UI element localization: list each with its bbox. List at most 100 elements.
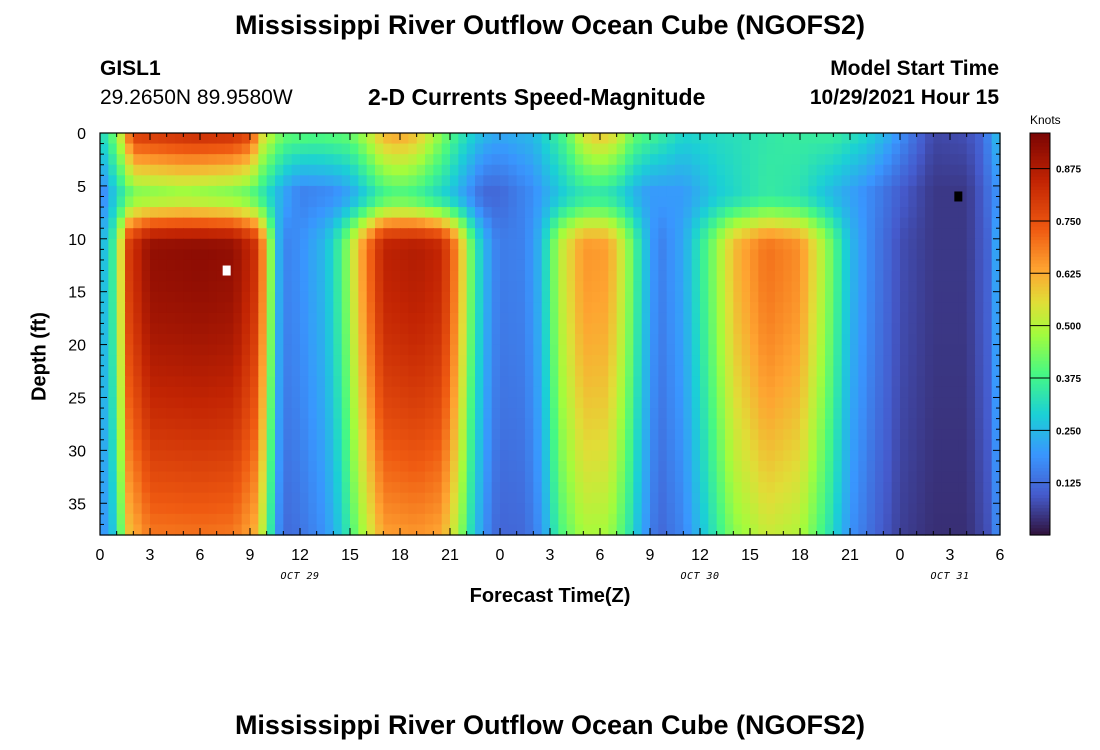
heatmap-cell (375, 503, 384, 515)
heatmap-cell (800, 133, 809, 145)
heatmap-cell (975, 418, 984, 430)
heatmap-cell (316, 259, 326, 272)
heatmap-cell (408, 154, 418, 166)
heatmap-cell (266, 460, 276, 473)
heatmap-cell (583, 471, 593, 483)
heatmap-cell (866, 207, 876, 219)
colorbar-swatch (1030, 360, 1050, 365)
heatmap-cell (733, 312, 743, 325)
heatmap-cell (733, 302, 743, 314)
heatmap-cell (133, 312, 143, 325)
heatmap-cell (883, 228, 893, 240)
heatmap-cell (108, 429, 118, 441)
heatmap-cell (291, 217, 301, 229)
colorbar-swatch (1030, 220, 1050, 225)
heatmap-cell (475, 376, 484, 388)
heatmap-cell (683, 238, 693, 250)
heatmap-cell (425, 397, 434, 409)
heatmap-cell (166, 492, 176, 504)
heatmap-cell (375, 418, 384, 430)
heatmap-cell (975, 323, 984, 335)
heatmap-cell (533, 429, 543, 441)
heatmap-cell (216, 386, 226, 399)
heatmap-cell (358, 291, 368, 303)
heatmap-cell (516, 164, 526, 176)
heatmap-cell (475, 143, 484, 155)
heatmap-cell (566, 471, 576, 483)
heatmap-cell (441, 164, 451, 176)
heatmap-cell (891, 175, 901, 187)
heatmap-cell (683, 291, 693, 303)
heatmap-cell (450, 228, 459, 240)
heatmap-cell (491, 429, 501, 441)
heatmap-cell (525, 418, 534, 430)
heatmap-cell (533, 196, 543, 208)
heatmap-cell (383, 323, 393, 335)
heatmap-cell (616, 154, 626, 166)
heatmap-cell (991, 175, 1001, 187)
heatmap-cell (266, 503, 276, 515)
heatmap-cell (400, 196, 409, 208)
heatmap-cell (616, 524, 626, 536)
heatmap-cell (725, 492, 734, 504)
heatmap-cell (583, 175, 593, 187)
heatmap-cell (600, 302, 609, 314)
heatmap-cell (416, 376, 426, 388)
heatmap-cell (258, 249, 268, 261)
heatmap-cell (400, 312, 409, 325)
heatmap-cell (400, 281, 409, 293)
heatmap-cell (241, 323, 251, 335)
heatmap-cell (391, 175, 401, 187)
heatmap-cell (258, 164, 268, 176)
heatmap-cell (466, 207, 476, 219)
heatmap-cell (208, 386, 218, 399)
heatmap-cell (233, 217, 243, 229)
heatmap-cell (350, 471, 359, 483)
heatmap-cell (758, 164, 768, 176)
heatmap-cell (841, 175, 851, 187)
heatmap-cell (733, 228, 743, 240)
heatmap-cell (858, 164, 868, 176)
heatmap-cell (900, 524, 909, 536)
heatmap-cell (833, 439, 843, 451)
heatmap-cell (558, 471, 568, 483)
heatmap-cell (141, 238, 151, 250)
heatmap-cell (633, 418, 643, 430)
heatmap-cell (950, 207, 959, 219)
heatmap-cell (150, 259, 159, 272)
heatmap-cell (666, 355, 676, 367)
heatmap-cell (816, 217, 826, 229)
heatmap-cell (358, 513, 368, 526)
heatmap-cell (600, 270, 609, 282)
heatmap-cell (250, 471, 259, 483)
heatmap-cell (816, 365, 826, 377)
heatmap-cell (633, 291, 643, 303)
heatmap-cell (975, 291, 984, 303)
heatmap-cell (450, 207, 459, 219)
heatmap-cell (875, 323, 884, 335)
heatmap-cell (516, 185, 526, 198)
heatmap-cell (500, 365, 509, 377)
heatmap-cell (333, 408, 343, 420)
heatmap-cell (558, 355, 568, 367)
heatmap-cell (516, 492, 526, 504)
heatmap-cell (316, 217, 326, 229)
heatmap-cell (958, 386, 968, 399)
heatmap-cell (350, 418, 359, 430)
heatmap-cell (708, 323, 718, 335)
heatmap-cell (291, 302, 301, 314)
heatmap-cell (858, 291, 868, 303)
heatmap-cell (433, 439, 443, 451)
heatmap-cell (625, 291, 634, 303)
heatmap-cell (466, 259, 476, 272)
heatmap-cell (716, 196, 726, 208)
heatmap-cell (441, 302, 451, 314)
heatmap-cell (725, 471, 734, 483)
heatmap-cell (708, 228, 718, 240)
heatmap-cell (391, 503, 401, 515)
heatmap-cell (258, 397, 268, 409)
heatmap-cell (358, 302, 368, 314)
heatmap-cell (350, 513, 359, 526)
colorbar-swatch (1030, 441, 1050, 446)
